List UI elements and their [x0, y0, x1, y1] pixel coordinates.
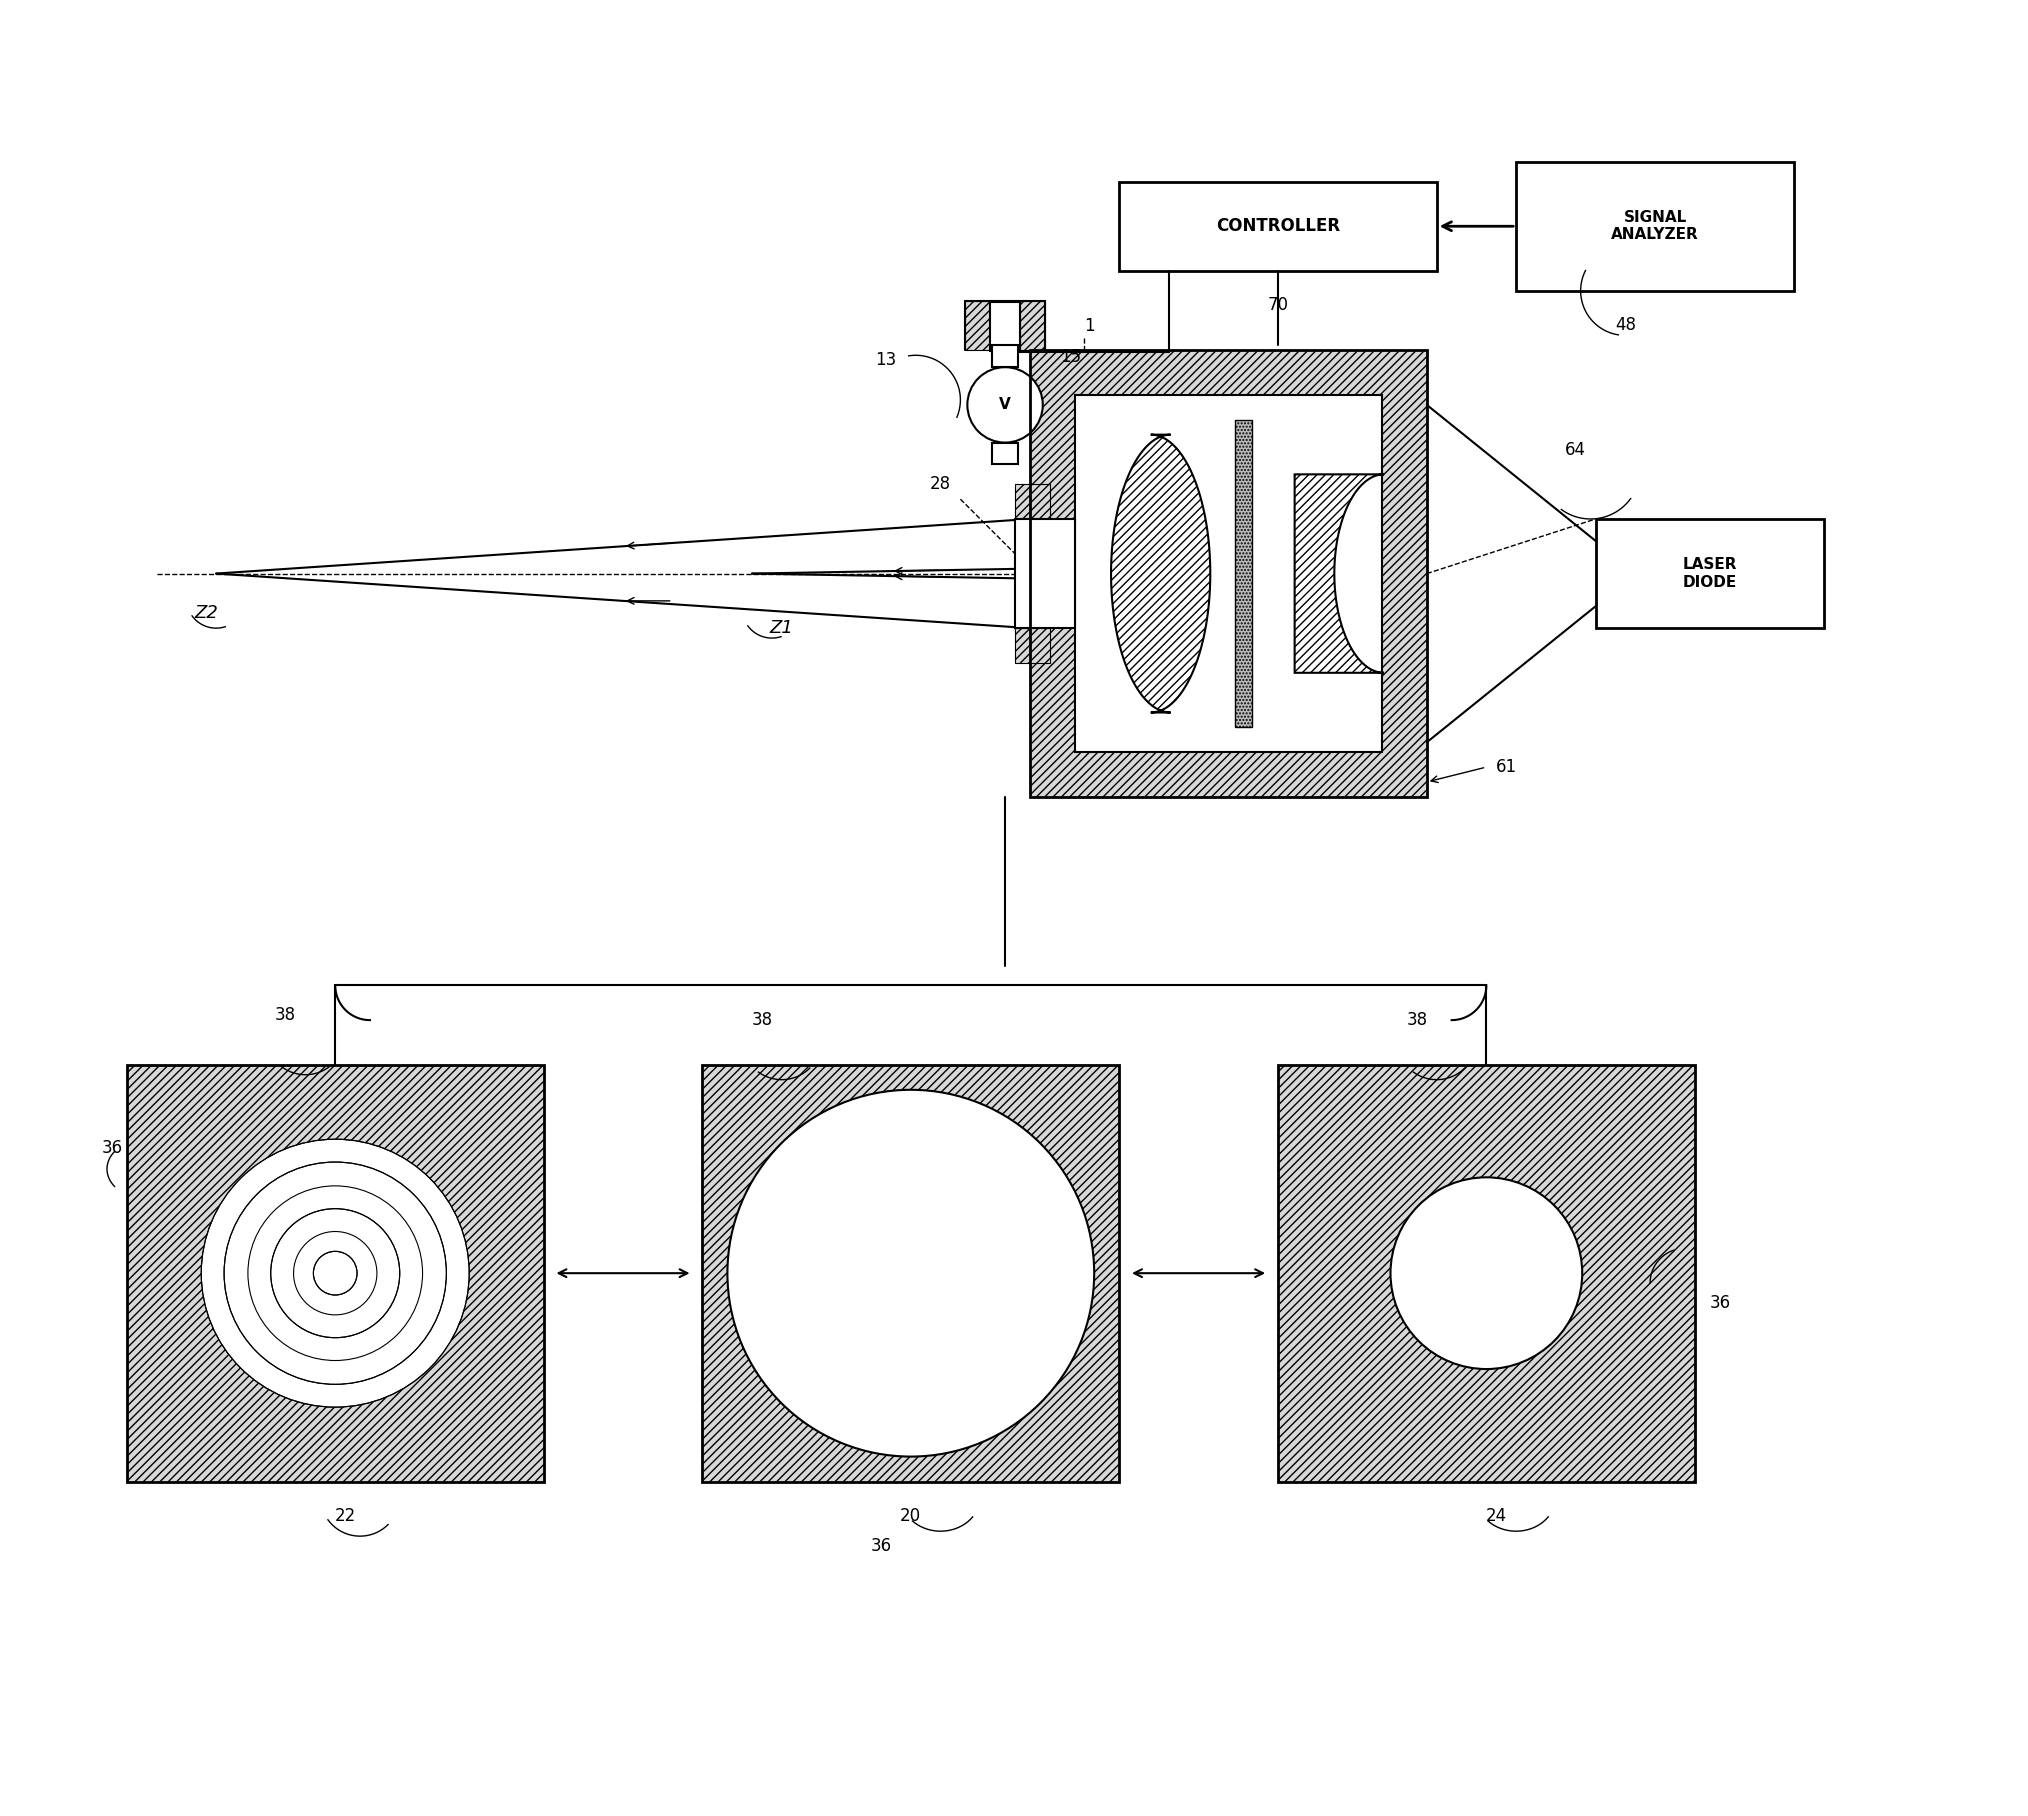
Circle shape [728, 1090, 1095, 1456]
Text: 64: 64 [1566, 441, 1586, 458]
Text: 13: 13 [876, 350, 896, 369]
Text: Z2: Z2 [195, 605, 219, 623]
Bar [702, 1064, 1119, 1482]
Bar [702, 1064, 1119, 1482]
Text: LASER
DIODE: LASER DIODE [1683, 558, 1736, 590]
Text: 15: 15 [1061, 349, 1081, 367]
Text: 28: 28 [931, 476, 951, 494]
Polygon shape [314, 1255, 357, 1291]
Circle shape [967, 367, 1042, 443]
Text: 48: 48 [1614, 316, 1637, 334]
Text: 36: 36 [101, 1139, 122, 1157]
Bar [1014, 628, 1051, 663]
Text: Z1: Z1 [771, 619, 793, 637]
Circle shape [294, 1231, 377, 1315]
Text: 70: 70 [1268, 296, 1288, 314]
Text: SIGNAL
ANALYZER: SIGNAL ANALYZER [1610, 211, 1699, 243]
Bar [992, 345, 1018, 367]
Bar [1030, 350, 1428, 797]
Bar [1278, 1064, 1695, 1482]
Text: 20: 20 [900, 1507, 921, 1525]
Polygon shape [270, 1219, 400, 1327]
Bar [1075, 394, 1383, 752]
Text: 36: 36 [1710, 1295, 1730, 1311]
Bar [965, 301, 990, 350]
Bar [128, 1064, 544, 1482]
Bar [992, 443, 1018, 465]
Bar [1014, 485, 1051, 519]
Bar [1020, 301, 1044, 350]
Bar [1030, 350, 1428, 797]
Bar [1278, 1064, 1695, 1482]
Text: 38: 38 [1405, 1012, 1428, 1030]
Bar [1517, 162, 1795, 291]
Polygon shape [225, 1179, 446, 1367]
Bar [990, 301, 1020, 350]
Circle shape [201, 1139, 468, 1407]
Text: 24: 24 [1487, 1507, 1507, 1525]
Text: 36: 36 [870, 1536, 892, 1554]
Bar [1596, 519, 1823, 628]
Text: V: V [1000, 398, 1010, 412]
Polygon shape [1294, 474, 1383, 672]
Text: 61: 61 [1495, 757, 1517, 775]
Circle shape [1391, 1177, 1582, 1369]
Bar [1014, 519, 1075, 628]
Text: CONTROLLER: CONTROLLER [1217, 218, 1341, 236]
Circle shape [247, 1186, 422, 1360]
Polygon shape [1111, 434, 1211, 712]
Text: 1: 1 [1085, 318, 1095, 336]
Bar [1119, 182, 1436, 271]
Text: 38: 38 [276, 1006, 296, 1024]
Bar [1235, 419, 1253, 728]
Text: 22: 22 [335, 1507, 355, 1525]
Bar [128, 1064, 544, 1482]
Text: 38: 38 [752, 1012, 773, 1030]
